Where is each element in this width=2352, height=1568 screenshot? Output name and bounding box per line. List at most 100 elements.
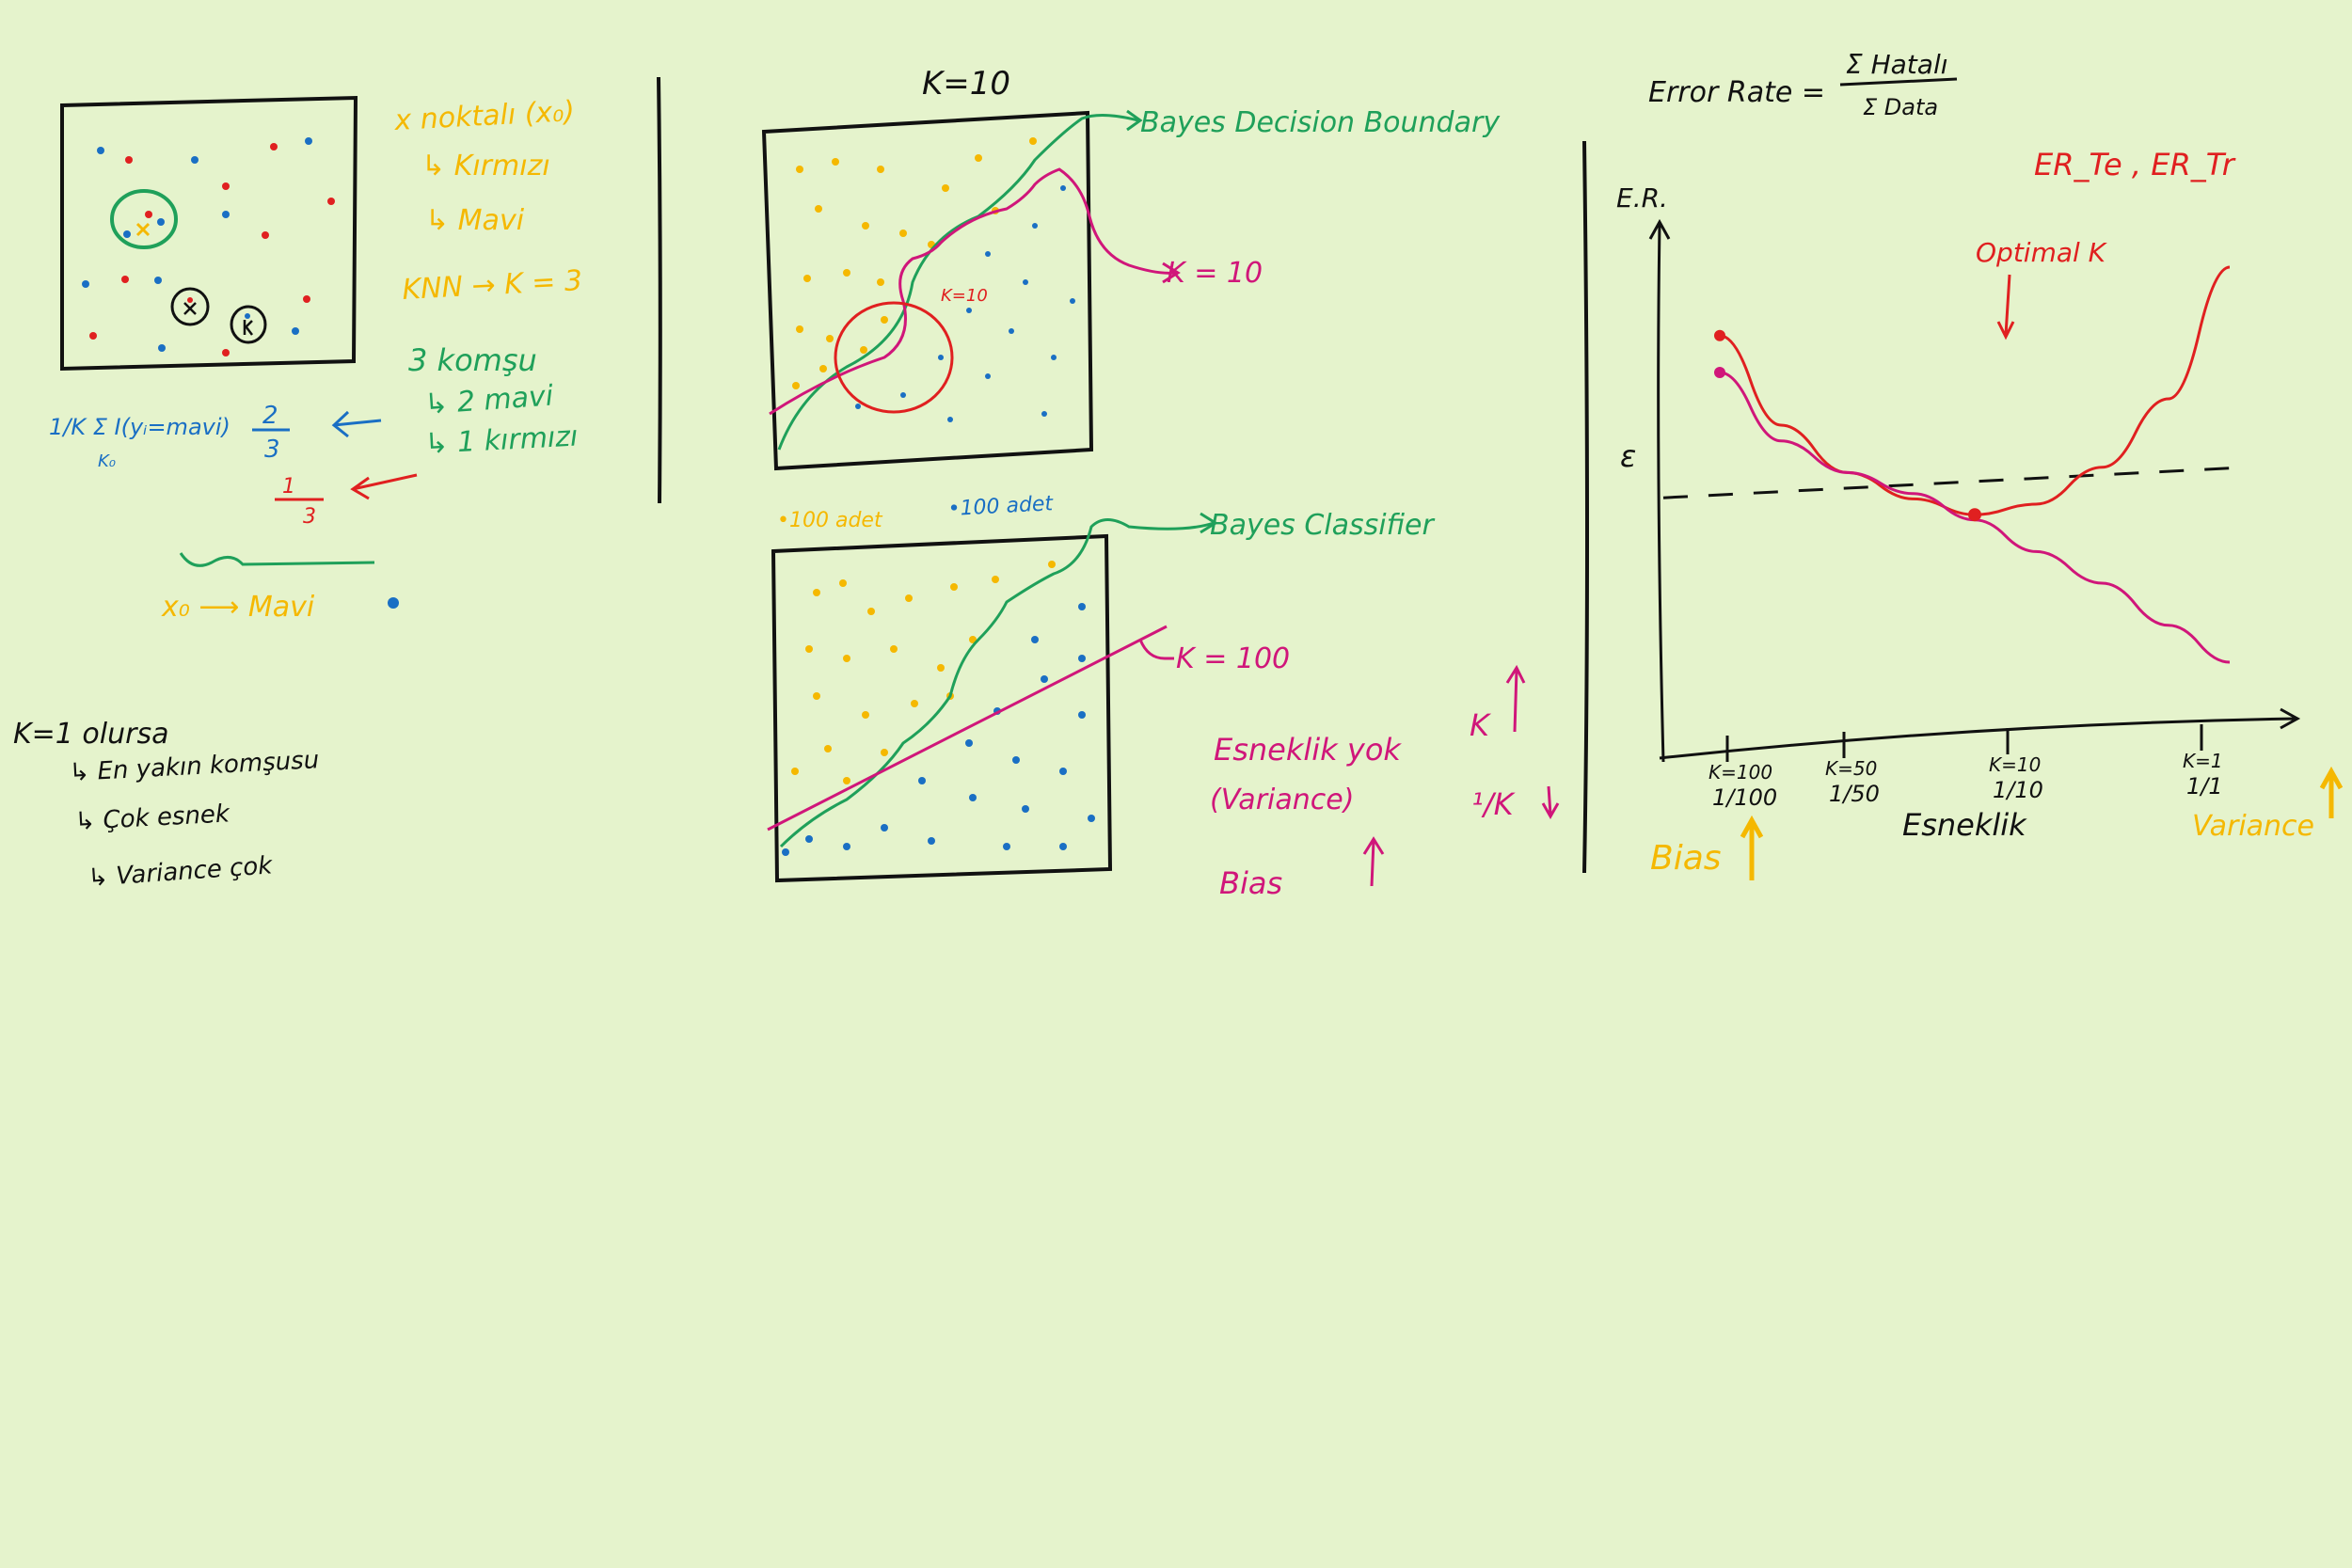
result-x0-mavi: x₀ ⟶ Mavi — [161, 591, 315, 624]
blue-point — [305, 137, 312, 145]
blue-point — [969, 794, 977, 801]
orange-point — [867, 608, 875, 615]
formula-one-over-k: 1/K Σ I(yᵢ=mavi) — [49, 414, 230, 440]
blue-point — [805, 835, 813, 843]
bayes-classifier-arrow-head — [1200, 512, 1218, 534]
orange-point — [881, 316, 888, 324]
note-en-yakin: ↳ En yakın komşusu — [69, 746, 320, 787]
bayes-boundary-top — [777, 114, 1139, 451]
optimal-k-arrow — [1996, 274, 2015, 341]
k10-inner-label: K=10 — [941, 286, 988, 306]
x-tick-top-label: K=1 — [2183, 750, 2223, 772]
k-up-label: K — [1470, 707, 1492, 743]
x-tick-top-label: K=100 — [1708, 761, 1772, 784]
orange-point — [1048, 561, 1056, 568]
arrow-to-red-fraction — [350, 473, 418, 500]
orange-point — [950, 583, 958, 591]
blue-point — [292, 327, 299, 335]
top-orange-points — [792, 137, 1037, 389]
middle-panel: K=10 — [761, 65, 1560, 901]
red-point — [187, 297, 193, 303]
x-tick-top-label: K=50 — [1825, 757, 1877, 780]
blue-point — [928, 837, 935, 845]
note-k1-olursa: K=1 olursa — [13, 718, 168, 751]
variance-label: (Variance) — [1210, 784, 1354, 816]
blue-point — [1012, 756, 1020, 764]
orange-point — [843, 655, 850, 662]
error-chart: Error Rate = Σ Hatalı Σ Data E.R. ε K=10… — [1616, 49, 2344, 880]
knn-panel: x noktalı (x₀) ↳ Kırmızı ↳ Mavi KNN → K … — [49, 95, 583, 624]
y-axis-label: E.R. — [1616, 182, 1668, 214]
series-start-point — [1714, 329, 1725, 341]
k100-boundary — [767, 625, 1168, 832]
blue-point — [947, 417, 953, 422]
note-mavi: ↳ Mavi — [425, 204, 525, 237]
orange-point — [942, 184, 949, 192]
error-rate-denominator: Σ Data — [1863, 94, 1938, 120]
knn-neighborhood-circle — [110, 189, 178, 249]
x-axis — [1659, 707, 2301, 760]
orange-point — [862, 222, 869, 230]
red-point — [222, 349, 230, 356]
blue-point — [1078, 655, 1086, 662]
blue-dot-result — [388, 597, 399, 609]
orange-point — [843, 777, 850, 784]
y-axis — [1648, 218, 1671, 763]
orange-point — [796, 325, 803, 333]
blue-point — [1032, 223, 1038, 229]
bias-up-arrow — [1362, 836, 1385, 887]
divider-right — [1582, 140, 1589, 874]
orange-point — [826, 335, 834, 342]
orange-point — [860, 346, 867, 354]
blue-point — [843, 843, 850, 850]
blue-point — [123, 230, 131, 238]
orange-point — [911, 700, 918, 707]
blue-point — [1041, 411, 1047, 417]
orange-point — [832, 158, 839, 166]
blue-point — [82, 280, 89, 288]
blue-point — [1051, 355, 1057, 360]
orange-point — [805, 645, 813, 653]
orange-point — [905, 594, 913, 602]
bias-label: Bias — [1219, 865, 1282, 901]
orange-point — [881, 749, 888, 756]
series-line-er-te — [1719, 265, 2231, 516]
orange-point — [791, 768, 799, 775]
note-2-mavi: ↳ 2 mavi — [423, 379, 555, 421]
bottom-orange-points — [791, 561, 1056, 784]
orange-point — [824, 745, 832, 752]
bayes-classifier-boundary — [779, 518, 1215, 848]
orange-point — [813, 692, 820, 700]
middle-title-k10: K=10 — [922, 65, 1010, 103]
note-variance-cok: ↳ Variance çok — [87, 851, 274, 893]
orange-point — [862, 711, 869, 719]
blue-point — [1060, 185, 1066, 191]
fraction-blue-numerator: 2 — [262, 402, 278, 430]
k10-neighborhood-circle — [834, 301, 954, 414]
note-3-komsu: 3 komşu — [408, 342, 537, 378]
fraction-red-denominator: 3 — [303, 505, 316, 529]
blue-point — [245, 313, 250, 319]
x-tick-label: 1/100 — [1712, 784, 1777, 811]
query-circle — [170, 287, 210, 326]
fraction-blue-denominator: 3 — [264, 436, 280, 464]
red-point — [145, 211, 152, 218]
k10-arrow-head — [1162, 261, 1181, 284]
orange-point — [796, 166, 803, 173]
fraction-red-numerator: 1 — [282, 475, 295, 499]
red-point — [262, 231, 269, 239]
note-cok-esnek: ↳ Çok esnek — [74, 800, 231, 836]
green-brace — [179, 552, 375, 567]
bias-axis-label: Bias — [1650, 839, 1722, 878]
orange-point — [992, 576, 999, 583]
red-point — [270, 143, 278, 150]
query-k — [243, 320, 253, 336]
optimal-k-point — [1968, 508, 1981, 522]
x-tick-label: 1/10 — [1993, 777, 2043, 803]
blue-point — [191, 156, 199, 164]
blue-point — [1088, 815, 1095, 822]
orange-point — [843, 269, 850, 277]
blue-point — [1009, 328, 1014, 334]
